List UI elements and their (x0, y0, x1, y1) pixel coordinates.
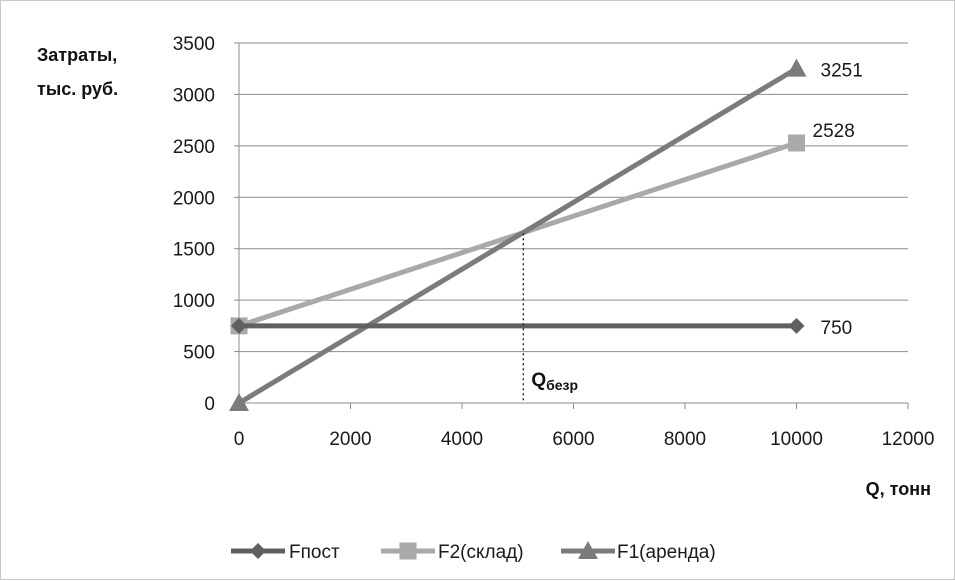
series-marker (229, 393, 249, 411)
data-label: 3251 (821, 61, 863, 82)
annotations: Qбезр (522, 233, 578, 403)
x-tick-label: 8000 (664, 429, 706, 450)
x-tick-label: 10000 (770, 429, 823, 450)
x-tick-label: 4000 (441, 429, 483, 450)
breakeven-label-main: Q (531, 370, 546, 391)
axes: 0 500 1000 1500 2000 2500 3000 3500 0 2000 4000 600… (37, 34, 934, 499)
legend: Fпост F2(склад) F1(аренда) (231, 541, 716, 563)
y-tick-label: 2500 (173, 137, 215, 158)
y-tick-label: 2000 (173, 188, 215, 209)
series-marker (786, 58, 807, 77)
breakeven-label: Qбезр (531, 370, 578, 393)
gridlines (239, 42, 908, 353)
y-tick-label: 0 (204, 394, 215, 415)
breakeven-label-subscript: безр (546, 377, 578, 393)
y-tick-label: 1500 (173, 240, 215, 261)
legend-marker (399, 542, 417, 560)
series-line (237, 66, 798, 406)
data-label: 750 (821, 318, 853, 339)
series-marker (788, 317, 805, 334)
data-label: 2528 (813, 121, 855, 142)
x-tick-label: 12000 (882, 429, 935, 450)
x-axis-title: Q, тонн (866, 479, 931, 499)
legend-label: F1(аренда) (617, 542, 716, 563)
series-lines: 2528 3251 750 (229, 58, 863, 411)
x-tick-label: 2000 (329, 429, 371, 450)
y-tick-label: 1000 (173, 291, 215, 312)
legend-label: Fпост (289, 542, 340, 563)
x-tick-label: 0 (234, 429, 245, 450)
y-tick-label: 500 (183, 343, 215, 364)
legend-marker (578, 541, 598, 559)
x-tick-label: 6000 (552, 429, 594, 450)
y-axis-title-line: Затраты, (37, 45, 117, 65)
legend-label: F2(склад) (438, 542, 524, 563)
y-tick-label: 3500 (173, 34, 215, 55)
y-axis-title-line: тыс. руб. (37, 79, 118, 99)
series-marker (231, 317, 247, 334)
y-tick-label: 3000 (173, 85, 215, 106)
legend-marker (250, 543, 266, 559)
series-marker (788, 134, 805, 152)
